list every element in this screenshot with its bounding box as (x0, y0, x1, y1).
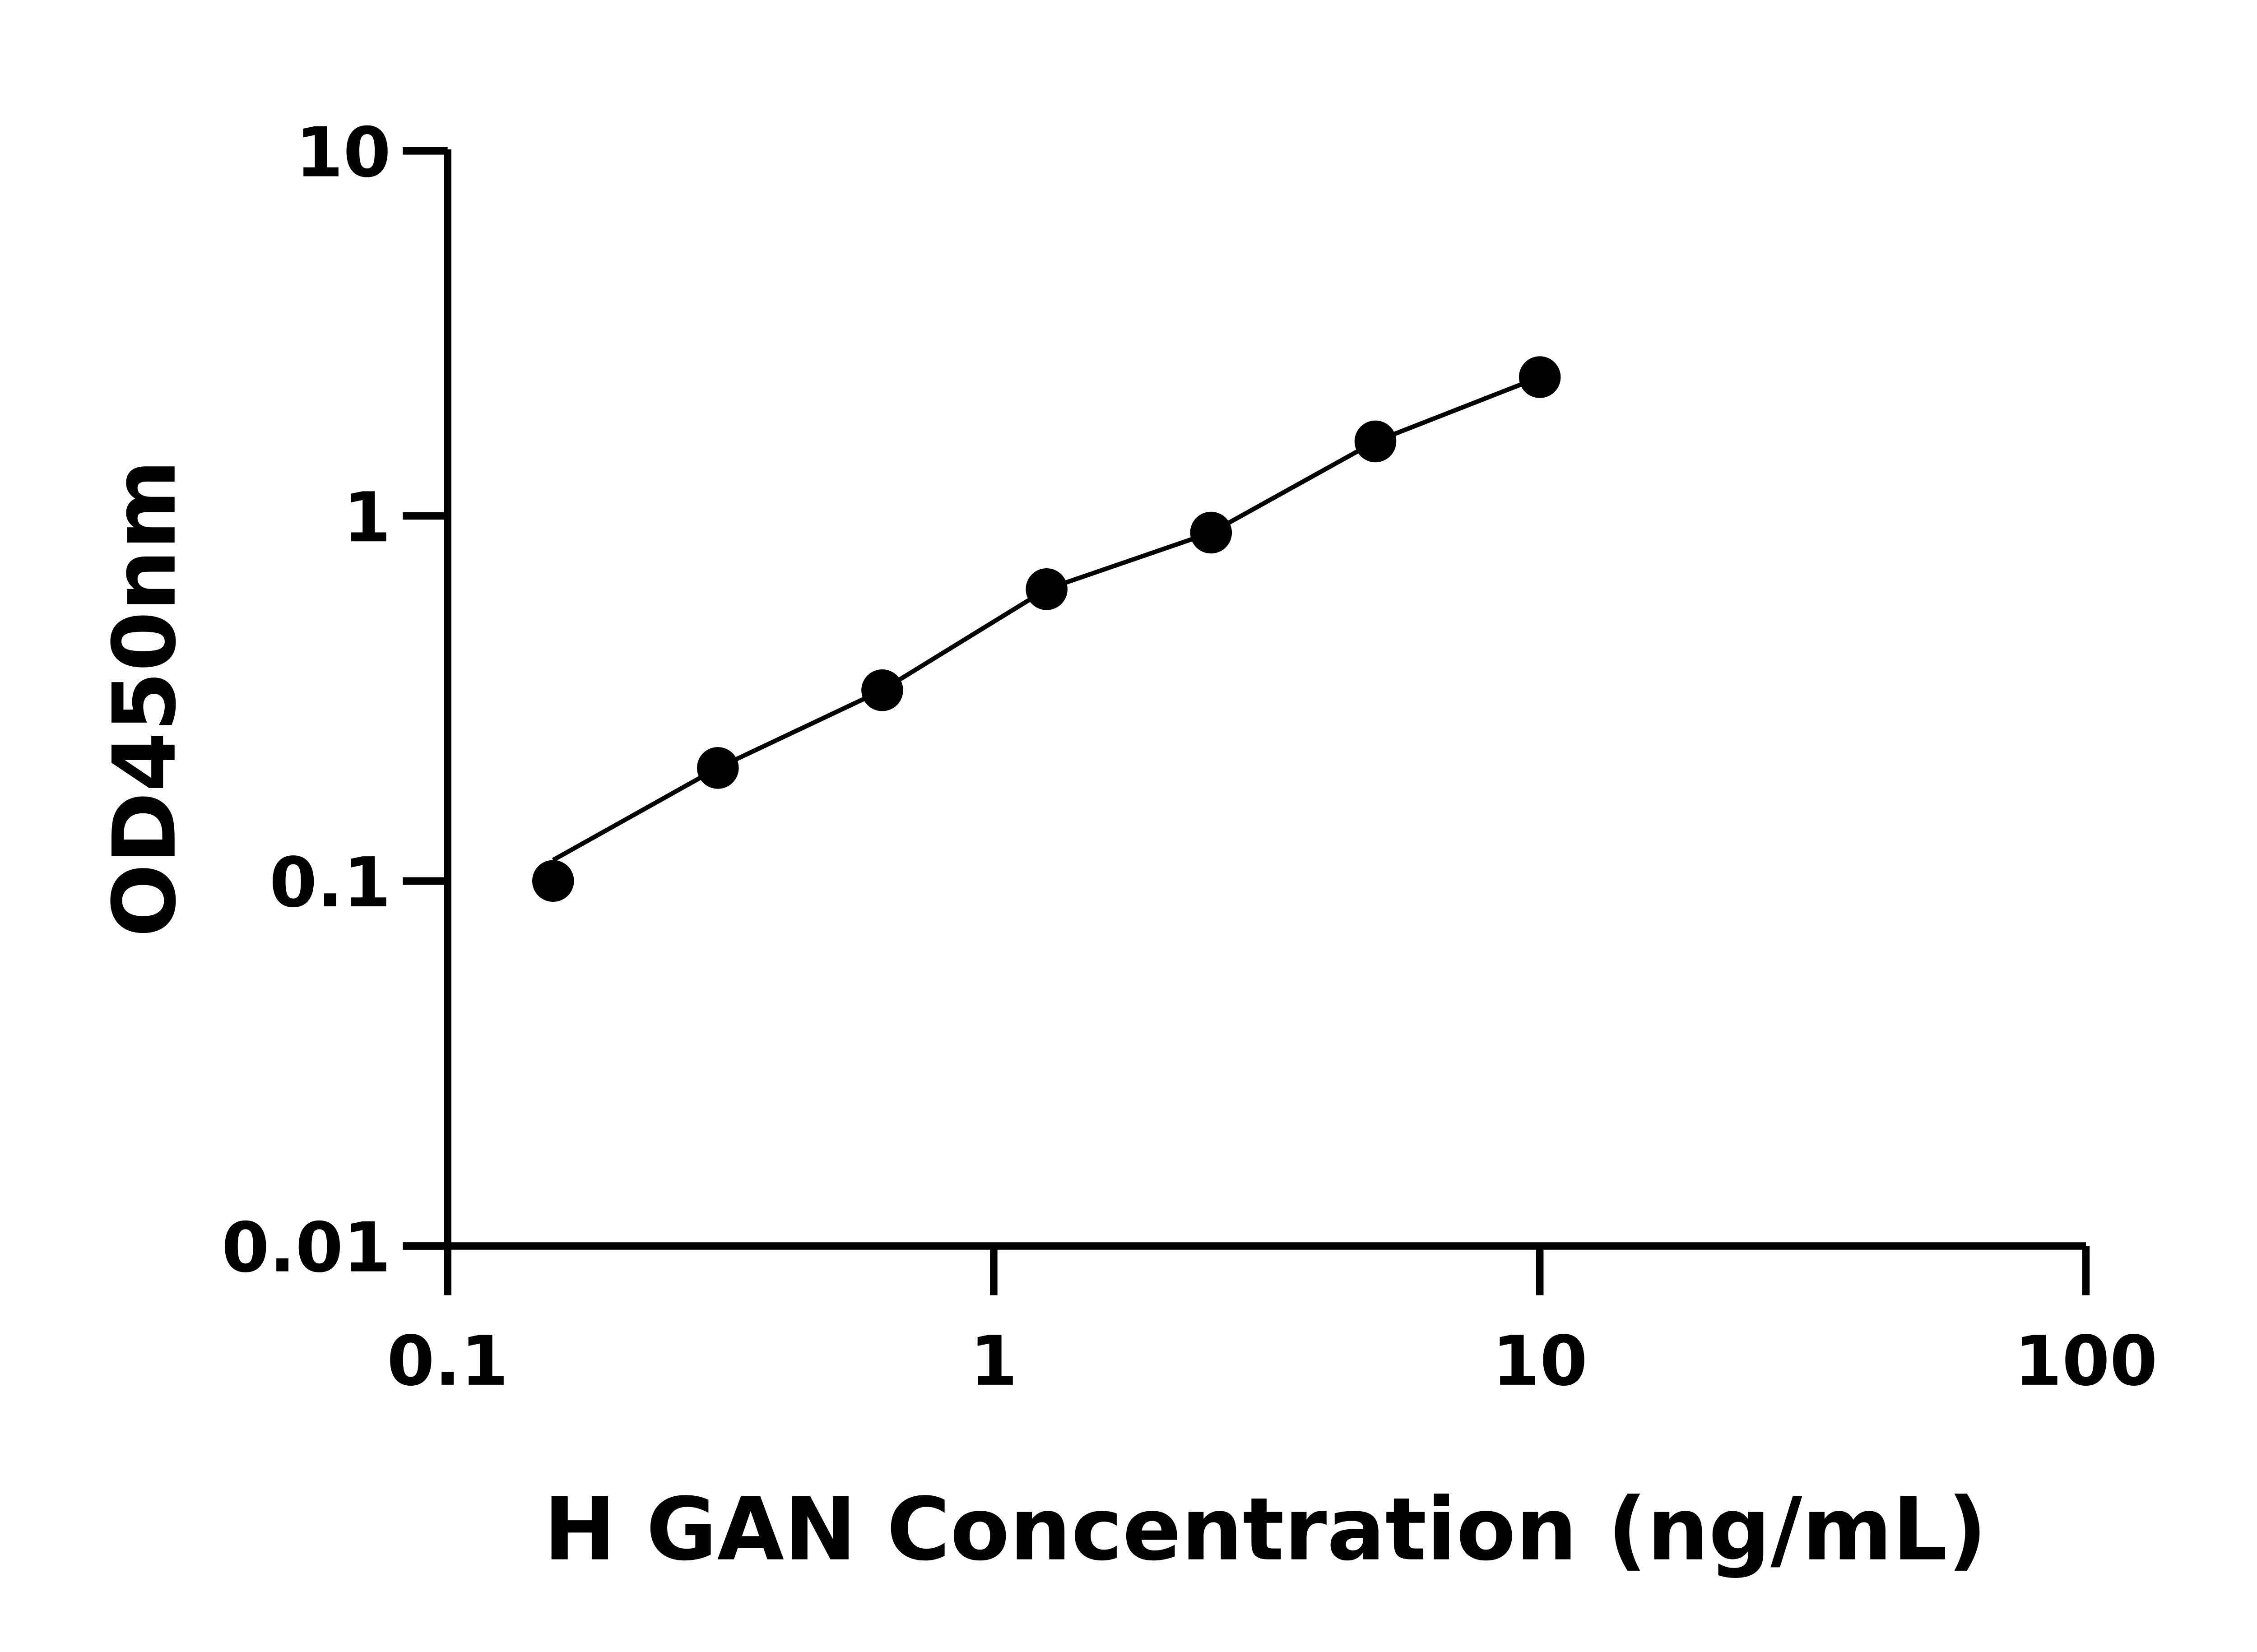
data-point (861, 669, 903, 711)
data-point (1026, 568, 1068, 610)
x-tick-label: 100 (2014, 1321, 2157, 1401)
tick-labels: 0.1 1 10 100 0.01 0.1 1 10 (222, 112, 2158, 1401)
data-point (1519, 356, 1561, 398)
x-axis-label: H GAN Concentration (ng/mL) (543, 1480, 1987, 1580)
data-point (1190, 511, 1232, 554)
x-tick-label: 0.1 (387, 1321, 508, 1401)
y-tick-label: 0.01 (222, 1208, 391, 1288)
data-point (1354, 420, 1397, 463)
y-tick-label: 10 (295, 112, 391, 192)
y-tick-label: 1 (343, 478, 391, 557)
data-points (532, 356, 1561, 902)
data-point (532, 860, 574, 902)
data-point (697, 747, 739, 789)
y-axis-label: OD450nm (95, 459, 195, 937)
x-tick-label: 1 (970, 1321, 1018, 1401)
axes (403, 147, 2090, 1295)
x-tick-label: 10 (1492, 1321, 1588, 1401)
y-tick-label: 0.1 (269, 843, 391, 923)
